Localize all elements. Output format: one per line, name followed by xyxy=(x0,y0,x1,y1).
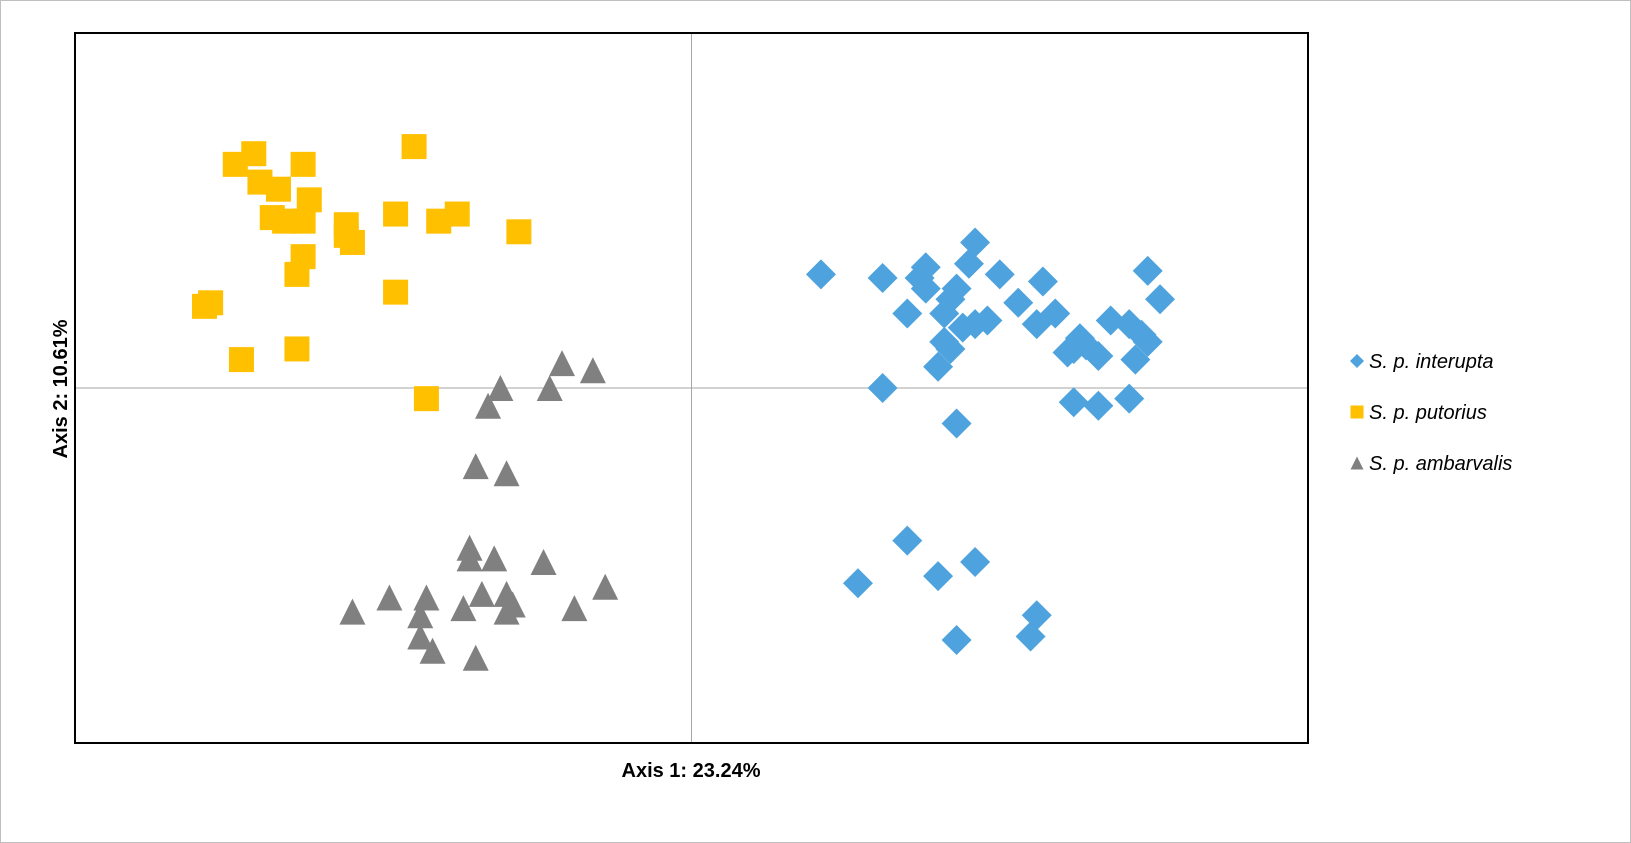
data-point-diamond xyxy=(892,525,923,556)
data-point-square xyxy=(506,219,532,245)
data-points xyxy=(191,134,1176,671)
data-point-diamond xyxy=(953,248,984,279)
data-point-diamond xyxy=(1064,323,1095,354)
data-point-diamond xyxy=(1132,255,1163,286)
data-point-diamond xyxy=(929,298,960,329)
data-point-square xyxy=(401,134,427,160)
data-point-triangle xyxy=(462,644,489,671)
data-point-diamond xyxy=(923,351,954,382)
data-point-diamond xyxy=(1021,600,1052,631)
legend-item: S. p. ambarvalis xyxy=(1350,453,1512,475)
data-point-diamond xyxy=(1027,266,1058,297)
legend-item: S. p. putorius xyxy=(1350,402,1487,424)
data-point-square xyxy=(339,229,365,255)
data-point-diamond xyxy=(935,333,966,364)
data-point-diamond xyxy=(1083,341,1114,372)
legend-label: S. p. putorius xyxy=(1369,402,1487,424)
data-point-diamond xyxy=(1145,284,1176,315)
data-point-diamond xyxy=(1120,344,1151,375)
data-point-square xyxy=(191,293,217,319)
data-point-diamond xyxy=(1015,621,1046,652)
data-point-diamond xyxy=(1040,298,1071,329)
data-point-diamond xyxy=(984,259,1015,290)
series-square-group xyxy=(191,134,532,412)
series-triangle-group xyxy=(339,350,619,671)
data-point-diamond xyxy=(1132,326,1163,357)
data-point-triangle xyxy=(462,453,489,480)
data-point-square xyxy=(265,176,291,202)
data-point-triangle xyxy=(530,548,557,575)
legend: S. p. interupta S. p. putorius S. p. ambar… xyxy=(1350,351,1512,475)
data-point-square xyxy=(444,201,470,227)
data-point-triangle xyxy=(339,598,366,625)
data-point-triangle xyxy=(407,623,434,650)
legend-marker-triangle xyxy=(1350,456,1364,470)
data-point-triangle xyxy=(468,580,495,607)
data-point-diamond xyxy=(867,373,898,403)
data-point-diamond xyxy=(892,298,923,329)
data-point-diamond xyxy=(960,546,991,577)
data-point-diamond xyxy=(960,227,991,258)
data-point-triangle xyxy=(475,392,502,419)
plot-area xyxy=(74,32,1309,744)
series-diamond-group xyxy=(805,227,1176,656)
data-point-diamond xyxy=(941,625,972,656)
data-point-triangle xyxy=(407,602,434,629)
data-point-square xyxy=(383,279,409,305)
plot-area-border xyxy=(74,32,1309,744)
data-point-diamond xyxy=(910,273,941,304)
data-point-diamond xyxy=(941,408,972,439)
data-point-square xyxy=(413,386,439,412)
data-point-triangle xyxy=(450,595,477,622)
data-point-square xyxy=(284,336,310,362)
data-point-square xyxy=(241,141,267,167)
data-point-diamond xyxy=(1083,390,1114,421)
data-point-square xyxy=(296,187,322,213)
data-point-triangle xyxy=(536,375,563,401)
data-point-diamond xyxy=(805,259,836,290)
legend-marker-square xyxy=(1350,405,1364,419)
data-point-diamond xyxy=(923,561,954,592)
data-point-diamond xyxy=(1003,287,1034,318)
data-point-triangle xyxy=(481,545,508,572)
data-point-diamond xyxy=(1058,387,1089,418)
data-point-diamond xyxy=(1114,383,1145,414)
data-point-triangle xyxy=(493,598,520,625)
data-point-square xyxy=(284,261,310,287)
data-point-diamond xyxy=(867,262,898,293)
legend-label: S. p. ambarvalis xyxy=(1369,453,1512,475)
data-point-diamond xyxy=(842,568,873,599)
y-axis-title: Axis 2: 10.61% xyxy=(50,319,72,458)
data-point-triangle xyxy=(376,584,403,611)
x-axis-title: Axis 1: 23.24% xyxy=(622,760,761,782)
data-point-diamond xyxy=(941,273,972,304)
data-point-triangle xyxy=(549,350,576,377)
data-point-square xyxy=(290,151,316,177)
legend-marker-diamond xyxy=(1350,354,1364,368)
legend-item: S. p. interupta xyxy=(1350,351,1494,373)
data-point-square xyxy=(228,347,254,373)
legend-label: S. p. interupta xyxy=(1369,351,1494,373)
data-point-triangle xyxy=(561,595,588,622)
data-point-square xyxy=(290,208,316,234)
data-point-triangle xyxy=(592,573,619,600)
data-point-triangle xyxy=(493,460,520,487)
data-point-square xyxy=(383,201,409,227)
data-point-triangle xyxy=(456,545,483,572)
data-point-triangle xyxy=(487,375,514,401)
data-point-triangle xyxy=(579,357,606,384)
data-point-diamond xyxy=(972,305,1003,336)
data-point-triangle xyxy=(419,637,446,664)
